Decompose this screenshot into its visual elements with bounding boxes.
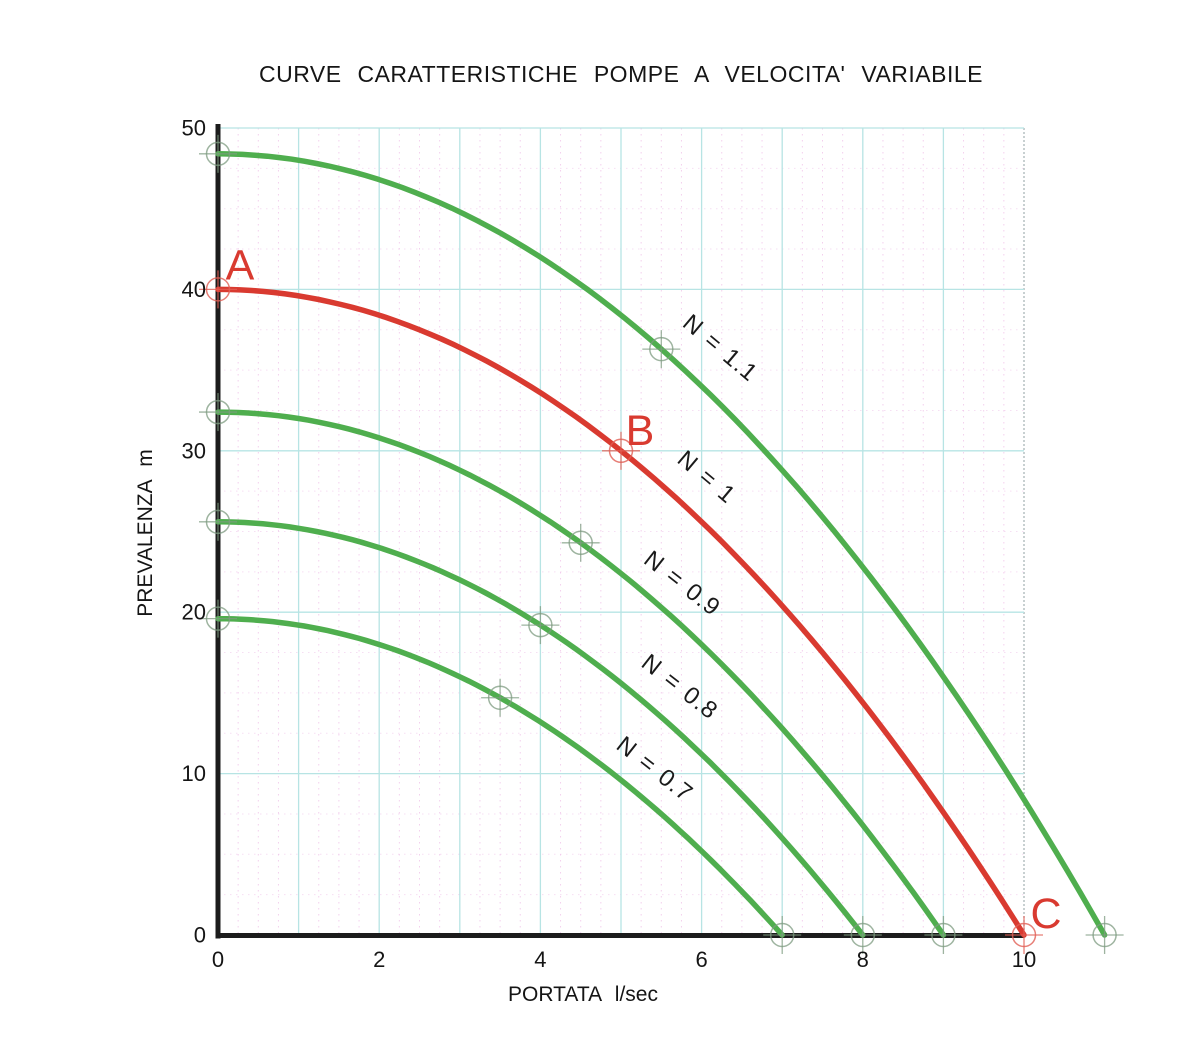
x-tick-label: 4	[534, 947, 546, 972]
x-tick-label: 6	[695, 947, 707, 972]
x-tick-label: 10	[1012, 947, 1036, 972]
tick-labels: 0 2 4 6 8 10 0 10 20 30 40 50	[182, 116, 1037, 973]
pump-curve-0.9	[215, 409, 947, 938]
curve-label-0.8: N = 0.8	[636, 649, 723, 725]
y-tick-label: 0	[194, 923, 206, 948]
point-label-B: B	[626, 407, 655, 455]
y-tick-label: 50	[182, 116, 206, 141]
x-tick-label: 8	[857, 947, 869, 972]
x-axis-label: PORTATA l/sec	[508, 983, 658, 1006]
chart-title: CURVE CARATTERISTICHE POMPE A VELOCITA' …	[259, 61, 983, 87]
x-tick-label: 0	[212, 947, 224, 972]
y-tick-label: 30	[182, 438, 206, 463]
grid-major	[218, 127, 1025, 935]
y-axis-label: PREVALENZA m	[134, 449, 157, 617]
point-label-C: C	[1030, 890, 1061, 938]
curve-label-0.7: N = 0.7	[611, 731, 698, 807]
y-tick-label: 10	[182, 761, 206, 786]
x-tick-label: 2	[373, 947, 385, 972]
y-tick-label: 20	[182, 600, 206, 625]
pump-curve-1.1	[215, 151, 1108, 938]
point-annotations: A B C	[226, 241, 1062, 938]
data-markers	[199, 134, 1124, 954]
pump-curves	[215, 151, 1108, 938]
curve-label-1: N = 1	[672, 445, 741, 509]
y-tick-label: 40	[182, 277, 206, 302]
curve-label-0.9: N = 0.9	[639, 546, 726, 622]
point-label-A: A	[226, 241, 255, 289]
